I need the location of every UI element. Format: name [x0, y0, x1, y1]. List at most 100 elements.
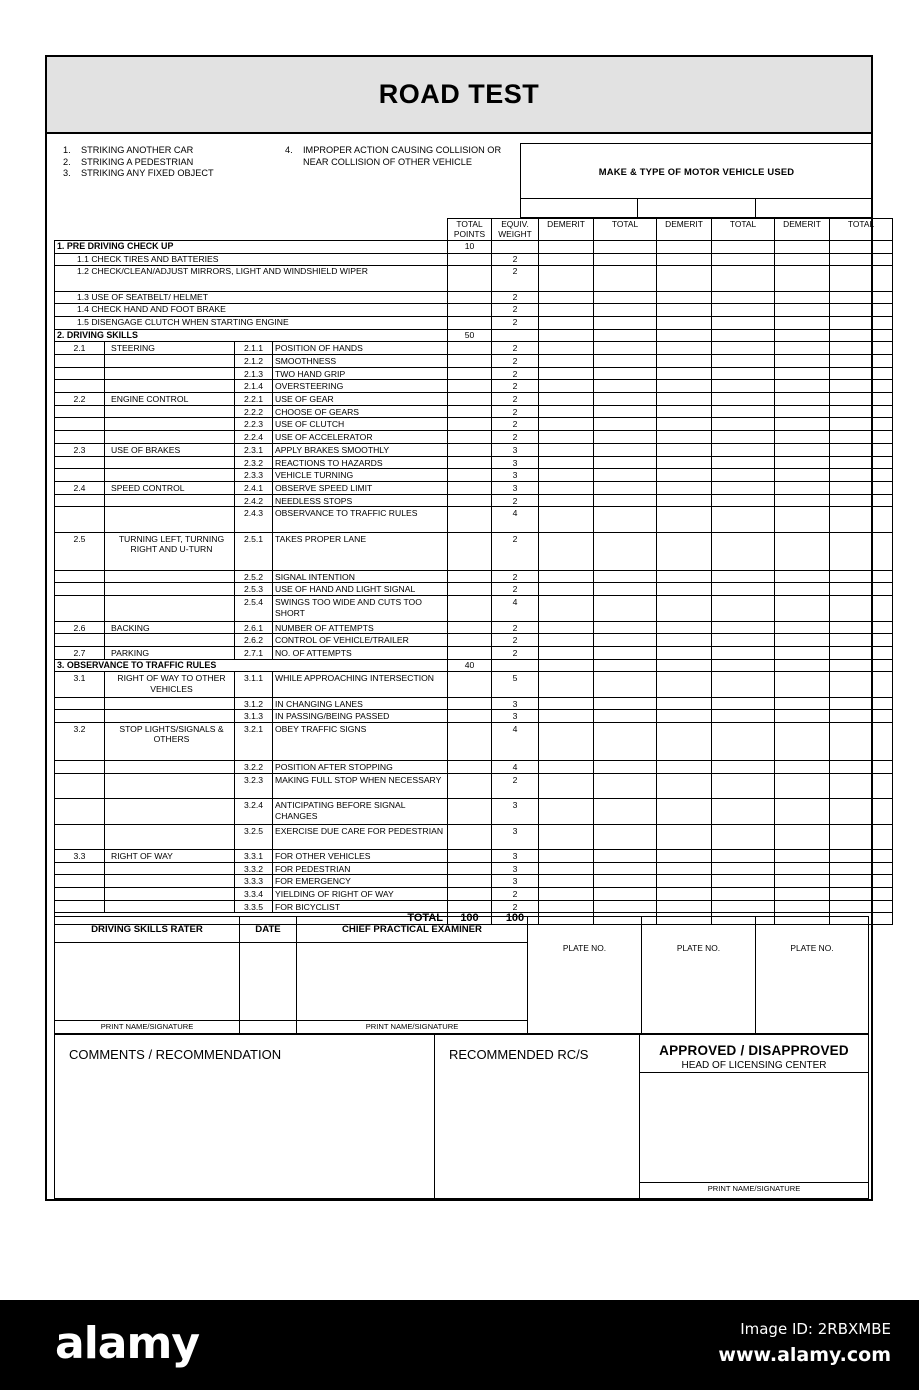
score-cell-2[interactable]	[593, 328, 657, 343]
score-cell-5[interactable]	[774, 379, 830, 394]
score-cell-1[interactable]	[538, 696, 594, 711]
score-cell-2[interactable]	[593, 442, 657, 457]
score-cell-2[interactable]	[593, 404, 657, 419]
score-cell-5[interactable]	[774, 760, 830, 774]
score-cell-5[interactable]	[774, 404, 830, 419]
score-cell-6[interactable]	[829, 239, 893, 254]
score-cell-1[interactable]	[538, 722, 594, 762]
score-cell-1[interactable]	[538, 899, 594, 914]
score-cell-1[interactable]	[538, 633, 594, 647]
score-cell-1[interactable]	[538, 506, 594, 533]
score-cell-3[interactable]	[656, 569, 712, 584]
score-cell-1[interactable]	[538, 392, 594, 406]
score-cell-2[interactable]	[593, 303, 657, 317]
vehicle-slot-3[interactable]	[755, 199, 873, 218]
score-cell-1[interactable]	[538, 874, 594, 889]
score-cell-5[interactable]	[774, 506, 830, 533]
score-cell-3[interactable]	[656, 823, 712, 850]
score-cell-6[interactable]	[829, 417, 893, 432]
score-cell-6[interactable]	[829, 480, 893, 495]
score-cell-1[interactable]	[538, 798, 594, 825]
score-cell-2[interactable]	[593, 887, 657, 901]
score-cell-1[interactable]	[538, 239, 594, 254]
score-cell-3[interactable]	[656, 506, 712, 533]
score-cell-4[interactable]	[711, 404, 775, 419]
score-cell-2[interactable]	[593, 265, 657, 292]
score-cell-5[interactable]	[774, 658, 830, 673]
score-cell-1[interactable]	[538, 379, 594, 394]
score-cell-2[interactable]	[593, 531, 657, 571]
score-cell-1[interactable]	[538, 620, 594, 635]
score-cell-1[interactable]	[538, 480, 594, 495]
score-cell-4[interactable]	[711, 442, 775, 457]
score-cell-4[interactable]	[711, 303, 775, 317]
score-cell-6[interactable]	[829, 379, 893, 394]
score-cell-6[interactable]	[829, 569, 893, 584]
score-cell-5[interactable]	[774, 696, 830, 711]
score-cell-5[interactable]	[774, 569, 830, 584]
score-cell-2[interactable]	[593, 455, 657, 470]
score-cell-4[interactable]	[711, 772, 775, 800]
score-cell-3[interactable]	[656, 861, 712, 876]
score-cell-3[interactable]	[656, 595, 712, 622]
score-cell-3[interactable]	[656, 455, 712, 470]
score-cell-1[interactable]	[538, 531, 594, 571]
score-cell-6[interactable]	[829, 366, 893, 381]
score-cell-4[interactable]	[711, 823, 775, 850]
score-cell-6[interactable]	[829, 874, 893, 889]
score-cell-6[interactable]	[829, 798, 893, 825]
score-cell-6[interactable]	[829, 633, 893, 647]
score-cell-6[interactable]	[829, 582, 893, 597]
score-cell-2[interactable]	[593, 252, 657, 267]
score-cell-1[interactable]	[538, 455, 594, 470]
score-cell-1[interactable]	[538, 582, 594, 597]
score-cell-6[interactable]	[829, 899, 893, 914]
score-cell-4[interactable]	[711, 379, 775, 394]
score-cell-6[interactable]	[829, 760, 893, 774]
score-cell-4[interactable]	[711, 887, 775, 901]
score-cell-3[interactable]	[656, 798, 712, 825]
comments-recommendation-field[interactable]: COMMENTS / RECOMMENDATION	[54, 1033, 435, 1199]
score-cell-5[interactable]	[774, 861, 830, 876]
score-cell-6[interactable]	[829, 861, 893, 876]
score-cell-3[interactable]	[656, 722, 712, 762]
score-cell-5[interactable]	[774, 887, 830, 901]
score-cell-1[interactable]	[538, 595, 594, 622]
score-cell-5[interactable]	[774, 455, 830, 470]
score-cell-2[interactable]	[593, 290, 657, 305]
score-cell-4[interactable]	[711, 760, 775, 774]
score-cell-1[interactable]	[538, 772, 594, 800]
score-cell-6[interactable]	[829, 252, 893, 267]
score-cell-6[interactable]	[829, 671, 893, 698]
score-cell-2[interactable]	[593, 239, 657, 254]
score-cell-2[interactable]	[593, 798, 657, 825]
score-cell-5[interactable]	[774, 265, 830, 292]
score-cell-6[interactable]	[829, 290, 893, 305]
score-cell-2[interactable]	[593, 658, 657, 673]
score-cell-1[interactable]	[538, 645, 594, 660]
score-cell-6[interactable]	[829, 468, 893, 482]
score-cell-1[interactable]	[538, 671, 594, 698]
plate-no-2[interactable]: PLATE NO.	[641, 915, 756, 1034]
score-cell-6[interactable]	[829, 392, 893, 406]
score-cell-5[interactable]	[774, 303, 830, 317]
score-cell-6[interactable]	[829, 506, 893, 533]
score-cell-2[interactable]	[593, 645, 657, 660]
score-cell-5[interactable]	[774, 252, 830, 267]
score-cell-1[interactable]	[538, 848, 594, 863]
score-cell-2[interactable]	[593, 493, 657, 508]
score-cell-2[interactable]	[593, 722, 657, 762]
score-cell-5[interactable]	[774, 645, 830, 660]
score-cell-3[interactable]	[656, 899, 712, 914]
score-cell-6[interactable]	[829, 442, 893, 457]
score-cell-4[interactable]	[711, 366, 775, 381]
score-cell-4[interactable]	[711, 265, 775, 292]
score-cell-5[interactable]	[774, 480, 830, 495]
score-cell-4[interactable]	[711, 658, 775, 673]
score-cell-2[interactable]	[593, 366, 657, 381]
score-cell-3[interactable]	[656, 239, 712, 254]
score-cell-3[interactable]	[656, 709, 712, 724]
score-cell-6[interactable]	[829, 887, 893, 901]
score-cell-5[interactable]	[774, 772, 830, 800]
score-cell-4[interactable]	[711, 582, 775, 597]
